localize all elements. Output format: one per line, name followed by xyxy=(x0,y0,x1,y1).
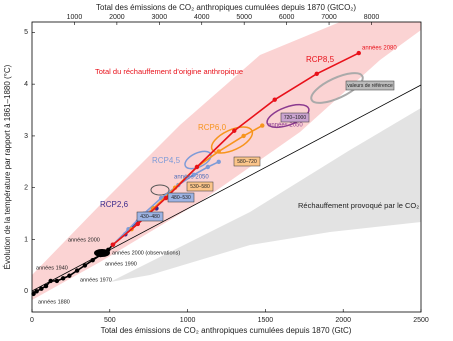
plot-frame xyxy=(31,21,422,313)
x2-tick-label: 6000 xyxy=(279,14,295,21)
data-point xyxy=(43,283,49,289)
annotation: années 1940 xyxy=(36,265,68,271)
data-point xyxy=(60,276,66,281)
x2-tick-label: 2000 xyxy=(109,14,125,21)
annotation: années 2050 xyxy=(268,123,303,129)
data-point xyxy=(163,195,169,201)
label-box xyxy=(167,192,195,203)
x2-tick-label: 8000 xyxy=(364,14,380,21)
annotation: années 1970 xyxy=(80,277,112,283)
data-point xyxy=(34,289,39,294)
annotation: 430–480 xyxy=(140,214,160,220)
annotation: années 2050 xyxy=(174,175,209,181)
x-tick-label: 1000 xyxy=(180,317,196,324)
annotation: 720–1000 xyxy=(284,115,306,121)
x-tick-label: 1500 xyxy=(258,317,274,324)
data-point xyxy=(67,273,72,278)
x2-axis-label: Total des émissions de CO₂ anthropiques … xyxy=(96,3,356,12)
y-tick-label: 1 xyxy=(24,236,28,243)
series-label: RCP6,0 xyxy=(198,123,227,132)
data-point xyxy=(31,291,36,297)
y-tick-label: 4 xyxy=(24,81,28,88)
data-point xyxy=(74,268,80,273)
y-tick-label: 5 xyxy=(24,29,28,36)
annotation: Réchauffement provoqué par le CO₂ xyxy=(298,201,419,210)
annotation: années 2000 (observations) xyxy=(112,250,180,256)
x2-tick-label: 1000 xyxy=(67,14,83,21)
label-box xyxy=(136,211,164,222)
annotation: Total du réchauffement d'origine anthrop… xyxy=(95,67,243,76)
data-point xyxy=(232,128,237,133)
x-tick-label: 2000 xyxy=(335,317,351,324)
label-box xyxy=(233,156,261,167)
decade-ellipse xyxy=(150,184,170,196)
data-point xyxy=(356,50,361,56)
label-box xyxy=(345,80,395,91)
data-point xyxy=(272,97,277,102)
marks xyxy=(31,50,361,297)
annotation: années 2000 xyxy=(68,237,100,243)
data-point xyxy=(39,286,44,291)
data-point xyxy=(106,247,111,253)
annotation: 480–530 xyxy=(171,195,191,201)
x2-tick-label: 5000 xyxy=(236,14,252,21)
series-label: RCP8,5 xyxy=(306,55,335,64)
x-tick-label: 0 xyxy=(30,317,34,324)
x-axis-label: Total des émissions de CO₂ anthropiques … xyxy=(101,326,352,335)
data-point xyxy=(260,123,265,128)
x-tick-label: 500 xyxy=(104,317,116,324)
annotation: 530–580 xyxy=(190,184,210,190)
x2-tick-label: 4000 xyxy=(194,14,210,21)
data-point xyxy=(216,149,221,154)
series-line xyxy=(112,161,220,246)
decade-ellipse xyxy=(310,72,364,104)
data-point xyxy=(314,71,319,76)
x2-tick-label: 3000 xyxy=(152,14,168,21)
data-point xyxy=(90,258,95,263)
data-point xyxy=(216,159,221,165)
x2-tick-label: 7000 xyxy=(321,14,337,21)
y-tick-label: 3 xyxy=(24,133,28,140)
x-tick-label: 2500 xyxy=(413,317,429,324)
data-point xyxy=(82,263,88,268)
data-point xyxy=(110,242,116,247)
data-point xyxy=(48,278,53,284)
data-point xyxy=(205,164,211,170)
label-box xyxy=(280,112,310,123)
series-label: RCP2,6 xyxy=(100,200,129,209)
y-tick-label: 0 xyxy=(24,288,28,295)
annotation: 580–720 xyxy=(237,159,257,165)
data-point xyxy=(241,133,246,139)
annotation: années 1990 xyxy=(105,261,137,267)
data-point xyxy=(98,252,103,258)
annotation: années 1880 xyxy=(38,299,70,305)
decade-ellipse xyxy=(266,103,310,129)
label-box xyxy=(186,181,214,192)
y-tick-label: 2 xyxy=(24,185,28,192)
y-axis-label: Évolution de la température par rapport … xyxy=(3,64,12,269)
series-label: RCP4,5 xyxy=(152,156,181,165)
data-point xyxy=(194,164,200,170)
annotation: valeurs de référence xyxy=(347,83,393,89)
data-point xyxy=(54,278,60,284)
annotation: années 2080 xyxy=(362,46,397,52)
data-point xyxy=(135,221,141,227)
co2-plume xyxy=(110,108,421,282)
data-point xyxy=(191,172,197,177)
